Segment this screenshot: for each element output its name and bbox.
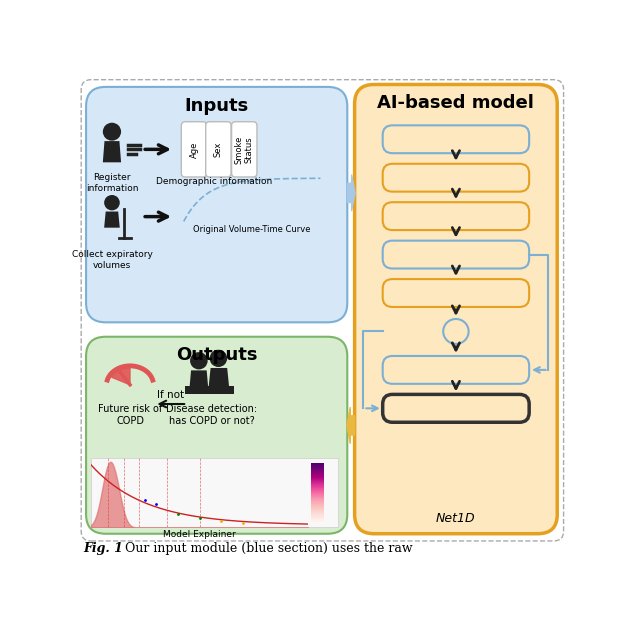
Text: Outputs: Outputs (176, 346, 258, 364)
FancyArrow shape (346, 407, 355, 444)
Text: Fig. 1: Fig. 1 (84, 542, 123, 555)
FancyBboxPatch shape (86, 87, 347, 323)
Text: Disease detection:
has COPD or not?: Disease detection: has COPD or not? (166, 404, 258, 426)
FancyBboxPatch shape (181, 122, 207, 177)
Text: Future risk of
COPD: Future risk of COPD (98, 404, 162, 426)
Text: Original Volume-Time Curve: Original Volume-Time Curve (193, 225, 311, 234)
Text: If not: If not (157, 390, 184, 400)
FancyBboxPatch shape (382, 163, 529, 192)
FancyArrow shape (347, 175, 355, 211)
Text: Age: Age (190, 141, 198, 157)
Text: Net1D: Net1D (436, 512, 476, 525)
FancyBboxPatch shape (382, 202, 529, 230)
Polygon shape (104, 212, 120, 228)
Circle shape (190, 352, 208, 369)
Text: Our input module (blue section) uses the raw: Our input module (blue section) uses the… (125, 542, 413, 555)
FancyBboxPatch shape (232, 122, 257, 177)
Polygon shape (112, 368, 130, 385)
Polygon shape (190, 371, 208, 387)
Text: Sex: Sex (214, 142, 223, 157)
Text: Model Explainer: Model Explainer (163, 530, 236, 539)
Text: Register
information: Register information (86, 173, 138, 193)
FancyBboxPatch shape (382, 279, 529, 307)
Circle shape (103, 123, 121, 140)
FancyBboxPatch shape (205, 122, 231, 177)
Text: AI-based model: AI-based model (377, 94, 534, 112)
Circle shape (210, 349, 227, 367)
FancyBboxPatch shape (382, 394, 529, 422)
Circle shape (444, 319, 469, 344)
Text: Smoke
Status: Smoke Status (234, 135, 254, 163)
FancyBboxPatch shape (382, 241, 529, 268)
Text: Inputs: Inputs (185, 97, 249, 114)
Circle shape (104, 195, 120, 210)
FancyBboxPatch shape (382, 125, 529, 154)
FancyBboxPatch shape (185, 386, 234, 394)
FancyBboxPatch shape (91, 458, 338, 527)
Polygon shape (103, 141, 121, 162)
FancyBboxPatch shape (355, 84, 558, 534)
Text: Demographic information: Demographic information (156, 177, 273, 186)
Text: Collect expiratory
volumes: Collect expiratory volumes (72, 250, 152, 270)
FancyBboxPatch shape (382, 356, 529, 384)
FancyBboxPatch shape (86, 337, 347, 534)
Polygon shape (209, 368, 229, 387)
